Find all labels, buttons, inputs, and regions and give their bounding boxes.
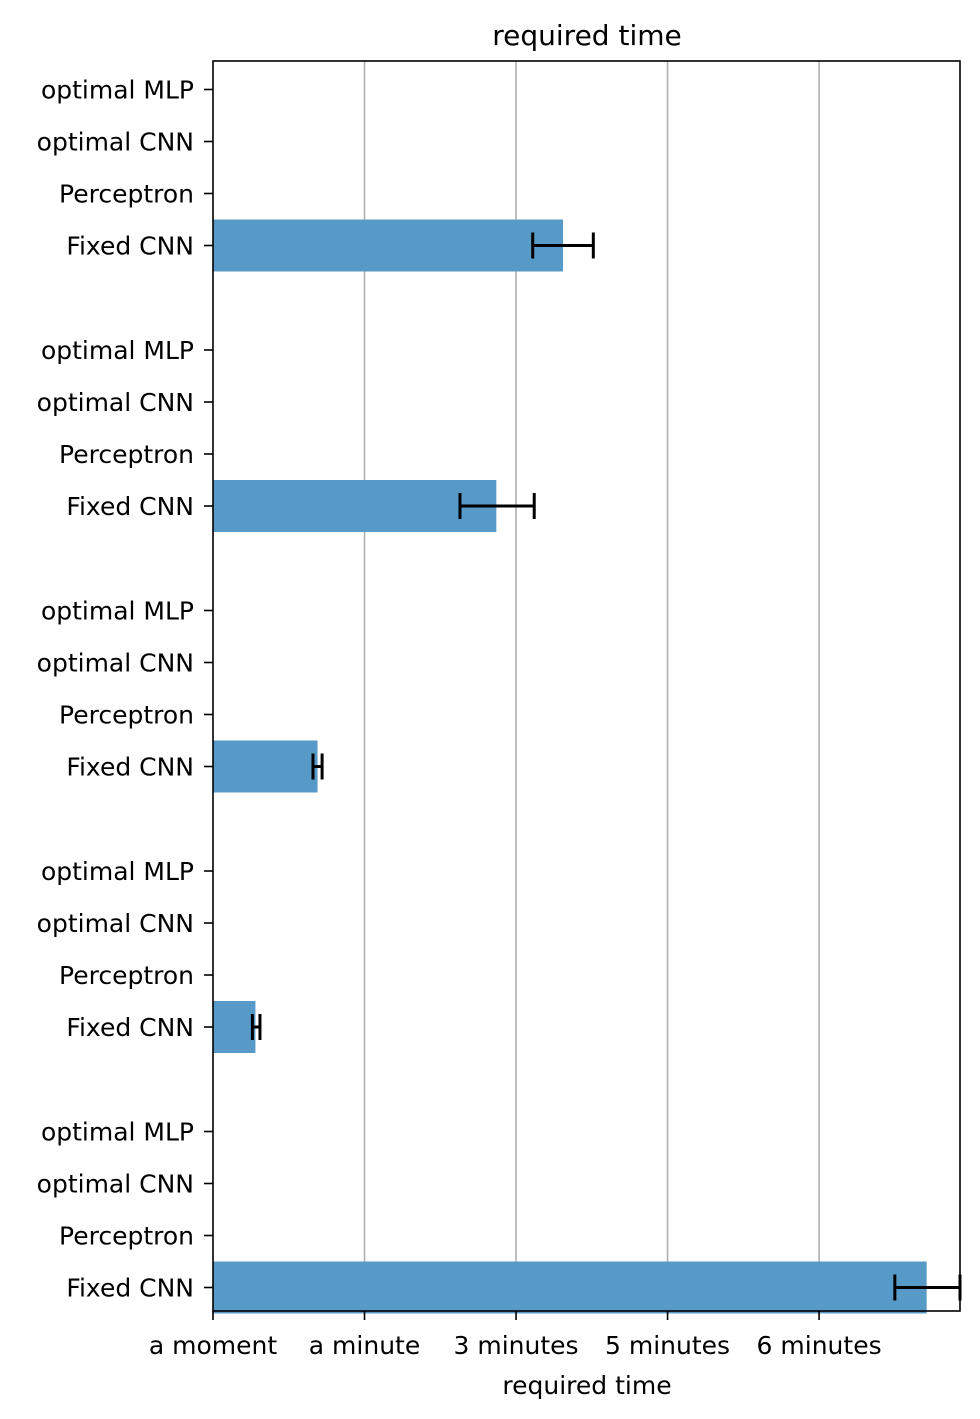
y-tick-label: optimal CNN	[37, 128, 194, 157]
y-tick-label: Fixed CNN	[66, 1274, 194, 1303]
y-tick-label: optimal CNN	[37, 1170, 194, 1199]
y-tick-label: Fixed CNN	[66, 753, 194, 782]
y-tick-label: Perceptron	[59, 961, 194, 990]
bars	[213, 219, 927, 1314]
y-tick-label: Perceptron	[59, 1222, 194, 1251]
y-tick-label: optimal MLP	[41, 597, 194, 626]
y-tick-label: optimal CNN	[37, 909, 194, 938]
y-tick-label: Perceptron	[59, 180, 194, 209]
x-tick-label: 5 minutes	[605, 1331, 730, 1360]
y-tick-label: Fixed CNN	[66, 1013, 194, 1042]
x-axis-ticks: a moment a minute 3 minutes 5 minutes 6 minu…	[149, 1311, 882, 1360]
x-axis-label: required time	[502, 1371, 671, 1400]
y-tick-label: Perceptron	[59, 701, 194, 730]
y-tick-label: optimal CNN	[37, 388, 194, 417]
bar	[213, 480, 497, 532]
y-tick-label: optimal MLP	[41, 1118, 194, 1147]
chart-title: required time	[492, 19, 681, 52]
x-tick-label: 6 minutes	[757, 1331, 882, 1360]
x-tick-label: a moment	[149, 1331, 277, 1360]
x-tick-label: 3 minutes	[454, 1331, 579, 1360]
y-tick-label: optimal MLP	[41, 857, 194, 886]
error-bars	[250, 232, 962, 1301]
bar	[213, 1001, 256, 1053]
x-tick-label: a minute	[309, 1331, 420, 1360]
y-tick-label: Fixed CNN	[66, 232, 194, 261]
bar	[213, 1261, 927, 1314]
y-tick-label: optimal MLP	[41, 336, 194, 365]
bar	[213, 740, 318, 793]
y-tick-label: optimal CNN	[37, 649, 194, 678]
plot-frame	[212, 60, 961, 1312]
y-tick-label: Fixed CNN	[66, 492, 194, 521]
y-tick-label: optimal MLP	[41, 76, 194, 105]
y-axis-ticks: optimal MLP optimal CNN Perceptron Fixed CN…	[37, 76, 213, 1303]
y-tick-label: Perceptron	[59, 440, 194, 469]
bar	[213, 219, 564, 272]
